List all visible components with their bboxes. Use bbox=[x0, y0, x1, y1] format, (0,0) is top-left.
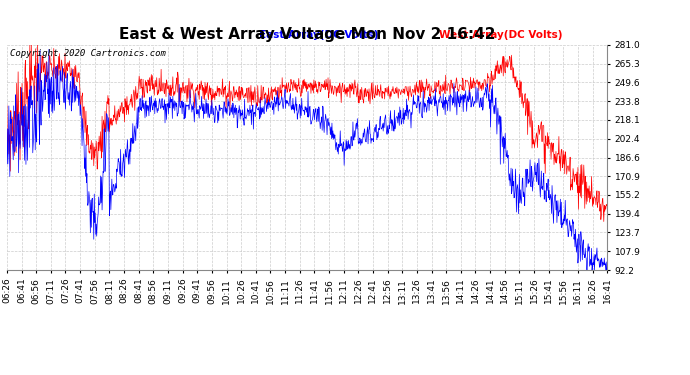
Text: West Array(DC Volts): West Array(DC Volts) bbox=[439, 30, 562, 40]
Title: East & West Array Voltage Mon Nov 2 16:42: East & West Array Voltage Mon Nov 2 16:4… bbox=[119, 27, 495, 42]
Text: Copyright 2020 Cartronics.com: Copyright 2020 Cartronics.com bbox=[10, 50, 166, 58]
Text: East Array(DC Volts): East Array(DC Volts) bbox=[259, 30, 379, 40]
